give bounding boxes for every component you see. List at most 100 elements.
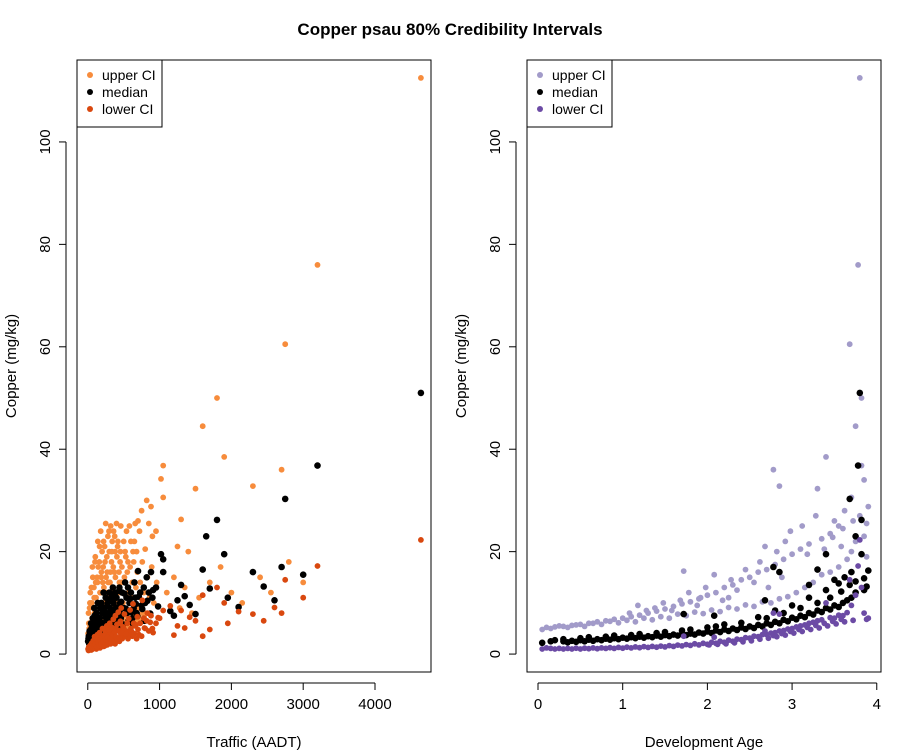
point-median — [858, 550, 865, 558]
point-upper-ci — [687, 598, 694, 605]
point-upper-ci — [105, 579, 112, 586]
point-lower-ci — [224, 620, 231, 627]
point-upper-ci — [127, 538, 134, 545]
point-median — [127, 589, 135, 596]
point-lower-ci — [214, 584, 220, 591]
point-upper-ci — [163, 589, 170, 596]
legend-lower-label: lower CI — [102, 101, 153, 117]
y-axis: 0 20 40 60 80 100 — [487, 129, 517, 658]
x-tick-label: 0 — [84, 696, 92, 713]
point-lower-ci — [125, 615, 132, 622]
point-median — [801, 613, 809, 621]
data-points — [84, 75, 425, 654]
y-tick-label: 80 — [37, 236, 54, 253]
point-median — [835, 580, 842, 587]
x-tick-label: 2 — [703, 696, 711, 713]
point-lower-ci — [829, 618, 836, 625]
point-upper-ci — [103, 553, 110, 560]
point-median — [822, 550, 830, 558]
series-lower-ci — [85, 537, 424, 654]
point-lower-ci — [691, 640, 698, 647]
point-median — [738, 619, 745, 627]
point-lower-ci — [174, 623, 181, 629]
point-upper-ci — [700, 610, 707, 617]
point-upper-ci — [719, 597, 726, 604]
legend-upper-label: upper CI — [552, 67, 606, 83]
point-upper-ci — [150, 600, 157, 606]
point-median — [770, 563, 777, 571]
point-median — [149, 586, 157, 594]
point-median — [206, 585, 214, 592]
y-tick-label: 0 — [37, 650, 54, 658]
point-upper-ci — [89, 564, 96, 570]
point-upper-ci — [746, 574, 753, 581]
point-median — [551, 636, 559, 644]
figure-title: Copper psau 80% Credibility Intervals — [297, 20, 602, 39]
point-median — [809, 611, 817, 618]
point-lower-ci — [122, 631, 129, 637]
point-median — [149, 594, 156, 601]
point-upper-ci — [729, 582, 736, 588]
point-upper-ci — [708, 607, 715, 613]
point-upper-ci — [109, 538, 116, 545]
point-upper-ci — [418, 75, 424, 81]
point-upper-ci — [121, 574, 128, 581]
point-upper-ci — [100, 538, 107, 545]
point-upper-ci — [132, 520, 139, 527]
point-lower-ci — [779, 630, 785, 637]
point-median — [577, 634, 584, 642]
point-upper-ci — [96, 543, 103, 550]
y-axis: 0 20 40 60 80 100 — [37, 129, 67, 658]
point-median — [822, 586, 830, 594]
point-upper-ci — [863, 553, 870, 560]
y-tick-label: 0 — [487, 650, 504, 658]
point-upper-ci — [573, 622, 579, 628]
point-upper-ci — [98, 569, 105, 575]
series-upper-ci — [539, 75, 872, 633]
point-upper-ci — [863, 520, 870, 527]
legend-median-label: median — [102, 84, 148, 100]
point-median — [610, 632, 618, 639]
x-tick-label: 0 — [534, 696, 542, 713]
point-upper-ci — [776, 595, 783, 602]
point-lower-ci — [155, 614, 162, 621]
point-median — [754, 613, 762, 621]
point-median — [281, 495, 289, 503]
point-upper-ci — [122, 553, 129, 560]
point-median — [687, 626, 694, 633]
point-upper-ci — [814, 485, 821, 492]
point-upper-ci — [626, 610, 633, 616]
point-median — [220, 550, 228, 558]
point-upper-ci — [136, 528, 143, 535]
x-tick-label: 2000 — [215, 696, 248, 713]
point-upper-ci — [581, 623, 588, 630]
point-median — [848, 568, 855, 576]
point-upper-ci — [148, 503, 154, 510]
point-median — [170, 612, 178, 619]
y-tick-label: 80 — [487, 236, 504, 253]
point-upper-ci — [94, 538, 101, 545]
point-median — [538, 639, 546, 647]
point-median — [181, 592, 188, 600]
point-median — [90, 604, 98, 612]
point-upper-ci — [861, 533, 867, 540]
point-upper-ci — [812, 512, 819, 519]
point-upper-ci — [114, 543, 121, 550]
point-upper-ci — [768, 600, 774, 606]
point-upper-ci — [97, 528, 104, 535]
x-tick-label: 3000 — [286, 696, 319, 713]
point-lower-ci — [804, 624, 811, 631]
point-upper-ci — [738, 576, 745, 583]
point-lower-ci — [838, 616, 845, 623]
point-lower-ci — [657, 643, 664, 649]
point-lower-ci — [271, 604, 278, 611]
point-median — [805, 581, 813, 589]
point-upper-ci — [717, 608, 723, 615]
point-median — [837, 588, 845, 595]
x-axis-label: Development Age — [645, 734, 763, 750]
point-lower-ci — [863, 616, 870, 623]
point-upper-ci — [713, 589, 719, 596]
point-median — [174, 597, 181, 604]
legend-median-label: median — [552, 84, 598, 100]
point-median — [106, 589, 113, 596]
